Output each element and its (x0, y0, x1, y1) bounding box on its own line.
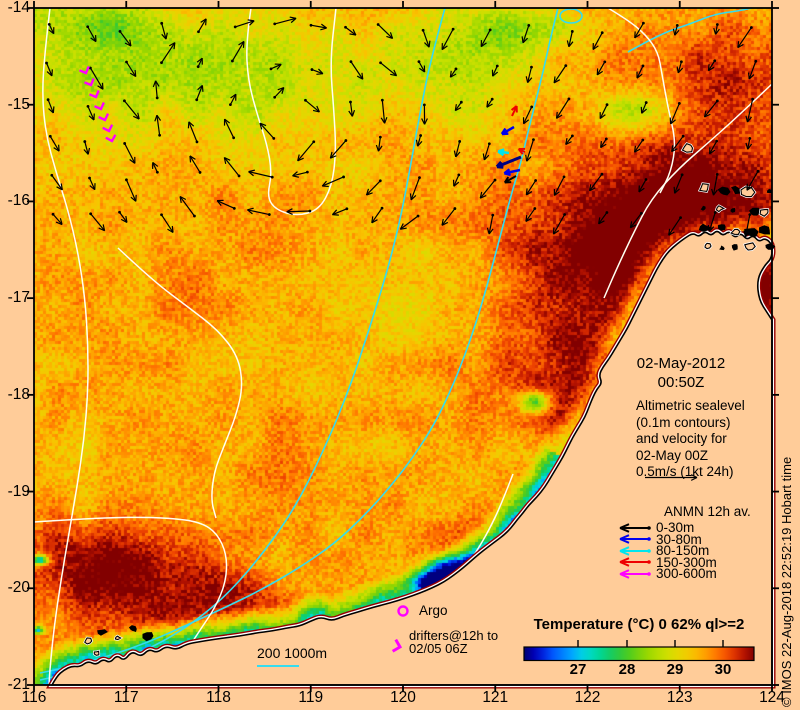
anmn-legend-entry: 80-150m (612, 543, 710, 559)
depth-arrow-icon (619, 569, 651, 579)
x-tick-label: 116 (21, 689, 47, 706)
drifters-line: 02/05 06Z (409, 640, 468, 656)
bathymetry-legend-label: 200 1000m (257, 645, 328, 661)
x-tick-label: 122 (574, 689, 601, 706)
anmn-depth-label: 80-150m (656, 543, 710, 559)
land-mass (50, 230, 773, 686)
anmn-legend-title: ANMN 12h av. (664, 504, 751, 519)
anmn-depth-label: 30-80m (656, 531, 702, 547)
info-line: and velocity for (636, 431, 727, 446)
info-line: 02-May 00Z (636, 447, 709, 463)
anmn-depth-label: 0-30m (656, 520, 695, 535)
anmn-legend-entry: 300-600m (612, 566, 717, 582)
anmn-legend-entry: 30-80m (612, 531, 702, 547)
info-line: (0.1m contours) (636, 414, 731, 430)
depth-arrow-icon (619, 545, 651, 556)
credit-text: © IMOS 22-Aug-2018 22:52:19 Hobart time (779, 456, 794, 707)
anmn-depth-label: 150-300m (656, 554, 717, 570)
time-text: 00:50Z (657, 374, 705, 391)
y-tick-label: -20 (7, 579, 30, 597)
colorbar-gradient (523, 646, 755, 662)
depth-arrow-icon (619, 534, 651, 544)
colorbar-tick-label: 27 (569, 661, 587, 678)
argo-marker (397, 605, 409, 617)
drifters-legend: drifters@12h to 02/05 06Z (409, 628, 499, 656)
colorbar-tick-label: 29 (666, 661, 684, 678)
x-tick-label: 120 (390, 689, 416, 706)
colorbar-tick-label: 28 (618, 661, 636, 678)
colorbar-tick-label: 30 (714, 661, 732, 678)
anmn-depth-label: 300-600m (656, 566, 717, 582)
info-line: 0.5m/s (1kt 24h) (636, 464, 734, 479)
y-tick-label: -19 (7, 482, 30, 500)
altimetry-info: Altimetric sealevel (0.1m contours) and … (636, 398, 745, 481)
x-tick-label: 123 (666, 689, 693, 706)
drifters-line: drifters@12h to (409, 628, 499, 643)
anmn-legend-entry: 0-30m (612, 520, 695, 535)
info-line: Altimetric sealevel (636, 398, 745, 413)
y-tick-label: -21 (7, 676, 30, 693)
y-tick-label: -18 (7, 385, 30, 403)
colorbar-title: Temperature (°C) 0 62% ql>=2 (533, 616, 745, 633)
date-text: 02-May-2012 (636, 355, 726, 372)
anmn-legend-entry: 150-300m (612, 554, 717, 570)
x-tick-label: 121 (482, 689, 509, 706)
argo-label: Argo (419, 603, 448, 618)
depth-arrow-icon (619, 522, 651, 533)
datetime-annotation: 02-May-2012 00:50Z (633, 354, 729, 392)
y-tick-label: -15 (7, 95, 30, 113)
depth-arrow-icon (619, 557, 651, 568)
x-tick-label: 117 (113, 689, 139, 706)
x-tick-label: 119 (298, 689, 324, 706)
x-tick-label: 118 (206, 689, 231, 706)
y-tick-label: -17 (7, 289, 30, 307)
y-tick-label: -16 (7, 192, 30, 210)
bathymetry-legend-line (257, 665, 299, 667)
y-tick-label: -14 (7, 0, 30, 16)
x-tick-label: 124 (759, 689, 785, 706)
